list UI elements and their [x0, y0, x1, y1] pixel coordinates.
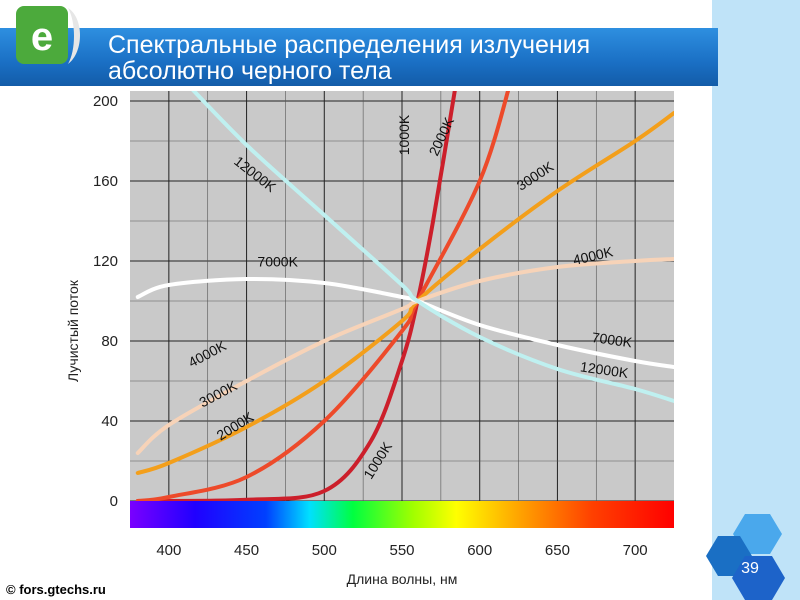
series-line-7000k: [135, 276, 674, 369]
page-number: 39: [741, 560, 759, 577]
x-axis-label: Длина волны, нм: [347, 571, 458, 587]
x-tick-label: 650: [545, 542, 570, 559]
y-axis-label: Лучистый поток: [65, 279, 81, 382]
slide-title: Спектральные распределения излучения абс…: [108, 32, 708, 84]
x-tick-label: 600: [467, 542, 492, 559]
x-tick-label: 400: [156, 542, 181, 559]
curve-label: 7000K: [591, 329, 634, 351]
curve-label: 7000K: [257, 254, 298, 270]
logo-icon: е: [16, 6, 80, 64]
y-tick-label: 120: [93, 253, 118, 270]
x-tick-label: 450: [234, 542, 259, 559]
curve-label: 1000K: [396, 114, 412, 155]
title-line-1: Спектральные распределения излучения: [108, 31, 591, 59]
y-tick-labels: 0 40 80 120 160 200: [93, 93, 118, 510]
hexagon-decoration: [706, 514, 785, 600]
y-tick-label: 160: [93, 173, 118, 190]
x-tick-labels: 400 450 500 550 600 650 700: [156, 542, 647, 559]
y-tick-label: 0: [110, 493, 118, 510]
x-tick-label: 500: [312, 542, 337, 559]
right-side-band: [712, 0, 800, 600]
series-line-12000k: [191, 91, 674, 403]
series-line-4000k: [135, 257, 674, 455]
x-tick-label: 550: [389, 542, 414, 559]
title-line-2: абсолютно черного тела: [108, 57, 392, 85]
title-bar: [0, 28, 718, 86]
series-line-2000k: [135, 91, 511, 501]
y-tick-label: 200: [93, 93, 118, 110]
spectrum-bar: [130, 501, 674, 528]
curves-group: [135, 91, 674, 501]
y-tick-label: 80: [101, 333, 118, 350]
y-tick-label: 40: [101, 413, 118, 430]
series-line-1000k: [135, 91, 457, 501]
curve-label: 12000K: [579, 358, 630, 381]
copyright-text: © fors.gtechs.ru: [6, 582, 106, 597]
x-tick-label: 700: [623, 542, 648, 559]
logo-letter: е: [31, 15, 53, 59]
series-line-3000k: [135, 111, 674, 475]
